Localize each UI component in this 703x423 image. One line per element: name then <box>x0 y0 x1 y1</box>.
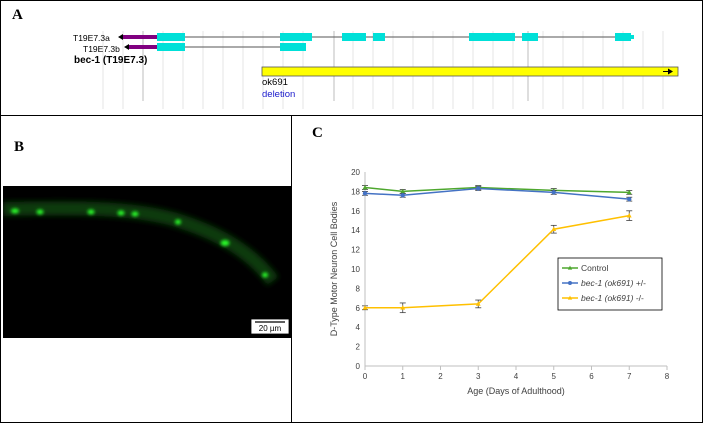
y-tick-label: 2 <box>356 343 361 352</box>
data-point <box>551 190 556 195</box>
x-tick-label: 8 <box>665 372 670 381</box>
exon <box>522 33 538 41</box>
legend-box <box>557 257 663 311</box>
data-point <box>627 196 632 202</box>
data-point <box>362 191 368 196</box>
y-tick-label: 4 <box>356 323 361 332</box>
legend-label: Control <box>581 263 609 273</box>
x-tick-label: 0 <box>363 372 368 381</box>
scale-bar-box <box>250 318 290 335</box>
y-tick-label: 8 <box>356 284 361 293</box>
panel-a: A T19E7.3a <box>0 0 703 116</box>
data-point <box>626 189 632 195</box>
legend-marker <box>567 265 573 270</box>
series-1 <box>362 186 633 202</box>
legend-label-italic: bec-1 (ok691) <box>581 293 634 303</box>
exon <box>342 33 366 41</box>
neuron <box>87 209 95 215</box>
exon <box>280 43 306 51</box>
y-tick-label: 10 <box>351 265 360 274</box>
x-tick-label: 3 <box>476 372 481 381</box>
x-tick-label: 6 <box>589 372 594 381</box>
deletion-allele-label: ok691 <box>262 77 288 88</box>
data-point <box>626 213 632 218</box>
fluorescence-micrograph: 20 µm <box>3 186 293 338</box>
panel-b: B 20 µm <box>0 115 293 423</box>
neuron-cell-bodies <box>11 208 268 278</box>
data-point <box>476 186 481 191</box>
legend-label-suffix: -/- <box>633 293 644 303</box>
neuron <box>220 240 230 246</box>
neuron <box>175 219 181 225</box>
data-point <box>362 305 368 310</box>
y-tick-label: 14 <box>351 226 360 235</box>
y-axis-title: D-Type Motor Neuron Cell Bodies <box>329 201 339 336</box>
neuron <box>36 209 44 215</box>
data-point <box>362 184 368 190</box>
y-tick-label: 16 <box>351 207 360 216</box>
panel-b-letter: B <box>14 139 25 155</box>
panel-c-letter: C <box>312 125 323 141</box>
data-point <box>551 226 557 232</box>
x-tick-label: 4 <box>514 372 519 381</box>
y-tick-label: 6 <box>356 304 361 313</box>
neuron <box>11 208 19 214</box>
panel-a-letter: A <box>12 7 23 23</box>
exon <box>157 33 185 41</box>
legend-label: bec-1 (ok691) +/- <box>581 278 646 288</box>
neuron <box>131 211 139 217</box>
legend-label: bec-1 (ok691) -/- <box>581 293 644 303</box>
track-major-gridlines <box>142 31 529 101</box>
deletion-arrow-icon <box>668 68 673 75</box>
legend-marker <box>568 281 572 285</box>
worm-body-haze <box>3 201 279 286</box>
transcript-b-utr <box>129 45 157 49</box>
transcript-a-utr <box>123 35 157 39</box>
data-point <box>400 305 406 310</box>
x-tick-label: 5 <box>552 372 557 381</box>
data-point <box>475 301 481 306</box>
series-2 <box>362 210 633 314</box>
deletion-bar <box>261 66 679 77</box>
x-tick-label: 1 <box>401 372 406 381</box>
exon <box>157 43 185 51</box>
gene-model: T19E7.3a T19E7.3b bec-1 (T19E7.3) ok691 … <box>73 31 679 109</box>
exon <box>373 33 385 41</box>
y-tick-label: 18 <box>351 187 360 196</box>
y-tick-label: 20 <box>351 168 360 177</box>
legend-marker <box>567 295 573 300</box>
y-tick-label: 12 <box>351 246 360 255</box>
x-axis-title: Age (Days of Adulthood) <box>467 386 565 396</box>
legend-label-suffix: +/- <box>633 278 646 288</box>
data-point <box>400 188 406 194</box>
panel-c: C 0 1 2 3 4 5 6 7 8 0 2 4 6 8 10 12 14 16 18 20 Age (Days of… <box>291 115 703 423</box>
exon <box>631 35 634 39</box>
x-tick-label: 2 <box>438 372 443 381</box>
exon <box>615 33 631 41</box>
exon <box>469 33 515 41</box>
y-tick-label: 0 <box>356 362 361 371</box>
gene-label: bec-1 (T19E7.3) <box>74 55 147 66</box>
scale-bar-label: 20 µm <box>259 324 282 333</box>
neuron <box>117 210 125 216</box>
transcript-b-arrow-icon <box>124 44 129 50</box>
x-tick-label: 7 <box>627 372 632 381</box>
neuron <box>262 272 268 278</box>
data-point <box>400 193 405 198</box>
transcript-a-label: T19E7.3a <box>73 33 110 43</box>
exon <box>280 33 312 41</box>
transcript-a-arrow-icon <box>118 34 123 40</box>
transcript-b-label: T19E7.3b <box>83 44 120 54</box>
legend-label-italic: bec-1 (ok691) <box>581 278 634 288</box>
deletion-type-label: deletion <box>262 89 295 100</box>
